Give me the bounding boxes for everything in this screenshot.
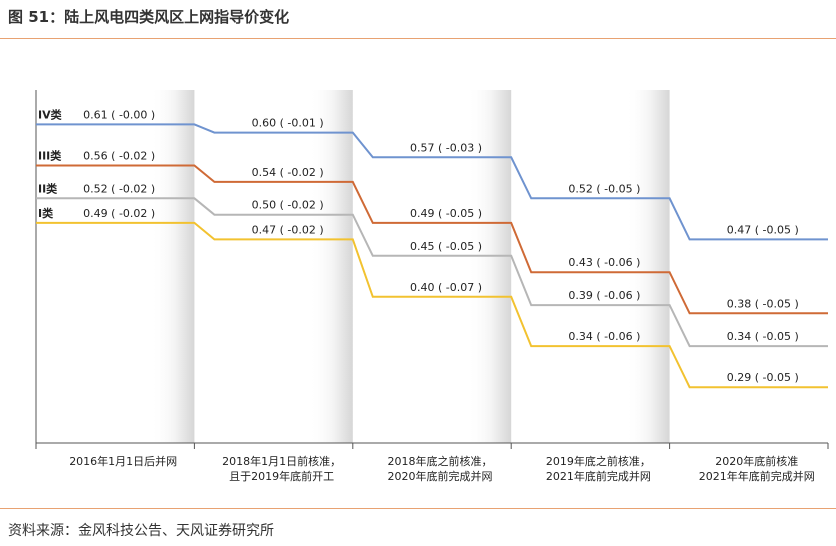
data-label: 0.50 ( -0.02 ) xyxy=(252,199,324,212)
data-label: 0.56 ( -0.02 ) xyxy=(83,150,155,163)
x-tick-label: 2016年1月1日后并网 xyxy=(69,454,177,468)
data-label: 0.34 ( -0.06 ) xyxy=(568,330,640,343)
data-label: 0.49 ( -0.02 ) xyxy=(83,207,155,220)
series-line xyxy=(36,123,828,241)
series-lines xyxy=(36,123,828,389)
data-label: 0.40 ( -0.07 ) xyxy=(410,281,482,294)
data-label: 0.52 ( -0.02 ) xyxy=(83,182,155,195)
data-label: 0.45 ( -0.05 ) xyxy=(410,240,482,253)
step-line-chart: 0.61 ( -0.00 ) 0.60 ( -0.01 ) 0.57 ( -0.03… xyxy=(35,90,829,483)
series-name: I类 xyxy=(38,206,54,220)
data-label: 0.34 ( -0.05 ) xyxy=(727,330,799,343)
series-line xyxy=(36,197,828,348)
data-label: 0.52 ( -0.05 ) xyxy=(568,182,640,195)
data-label: 0.43 ( -0.06 ) xyxy=(568,256,640,269)
x-tick-label: 2018年1月1日前核准， xyxy=(222,454,341,468)
axes xyxy=(35,90,829,449)
x-tick-label: 2018年底之前核准， xyxy=(388,454,493,468)
series-name: III类 xyxy=(38,149,62,163)
x-tick-label: 2020年底前核准 xyxy=(715,454,798,468)
figure-title: 图 51：陆上风电四类风区上网指导价变化 xyxy=(8,8,290,26)
top-divider xyxy=(0,38,836,39)
data-label: 0.60 ( -0.01 ) xyxy=(252,117,324,130)
x-tick-label: 2021年年底前完成并网 xyxy=(699,469,815,483)
bottom-divider xyxy=(0,508,836,509)
data-label: 0.39 ( -0.06 ) xyxy=(568,289,640,302)
series-line xyxy=(36,164,828,315)
x-tick-label: 2021年底前完成并网 xyxy=(546,469,651,483)
x-tick-label: 且于2019年底前开工 xyxy=(229,469,334,483)
data-label: 0.57 ( -0.03 ) xyxy=(410,141,482,154)
data-label: 0.61 ( -0.00 ) xyxy=(83,108,155,121)
column-shade xyxy=(150,90,195,443)
column-shade xyxy=(625,90,670,443)
data-label: 0.47 ( -0.02 ) xyxy=(252,223,324,236)
x-tick-label: 2020年底前完成并网 xyxy=(388,469,493,483)
x-tick-labels: 2016年1月1日后并网 2018年1月1日前核准，且于2019年底前开工 2018… xyxy=(69,454,815,483)
column-shade xyxy=(467,90,512,443)
series-name: II类 xyxy=(38,181,58,195)
data-label: 0.54 ( -0.02 ) xyxy=(252,166,324,179)
series-names: IV类 III类 II类 I类 xyxy=(38,107,63,219)
data-label: 0.49 ( -0.05 ) xyxy=(410,207,482,220)
data-label: 0.38 ( -0.05 ) xyxy=(727,297,799,310)
column-shade xyxy=(308,90,353,443)
data-labels: 0.61 ( -0.00 ) 0.60 ( -0.01 ) 0.57 ( -0.03… xyxy=(83,108,799,384)
source-note: 资料来源：金风科技公告、天风证券研究所 xyxy=(8,523,274,539)
column-shades xyxy=(150,90,670,443)
series-name: IV类 xyxy=(38,107,63,121)
series-line xyxy=(36,221,828,389)
data-label: 0.47 ( -0.05 ) xyxy=(727,223,799,236)
x-tick-label: 2019年底之前核准， xyxy=(546,454,651,468)
data-label: 0.29 ( -0.05 ) xyxy=(727,371,799,384)
